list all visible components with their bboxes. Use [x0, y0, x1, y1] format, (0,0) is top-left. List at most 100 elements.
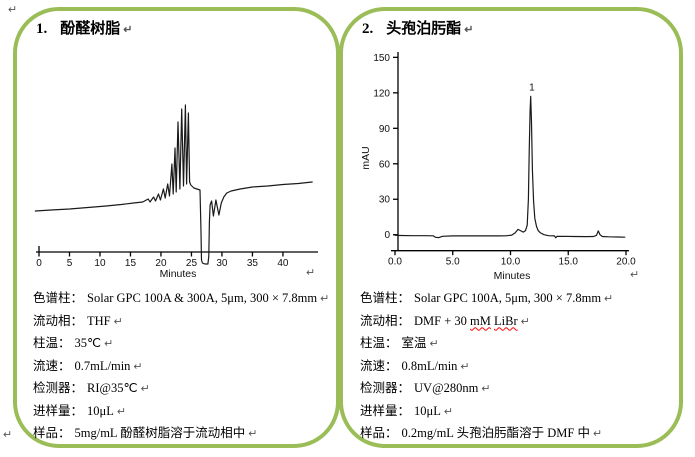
peak-label: 1 — [529, 82, 535, 93]
panel-phenolic-resin — [13, 7, 340, 448]
return-mark: ↵ — [429, 338, 439, 350]
spec-label: 柱温： — [360, 336, 398, 350]
spec-value: 10μL — [87, 403, 114, 418]
spec-value: 10μL — [414, 403, 441, 418]
spec-label: 流动相： — [33, 313, 84, 328]
panel-title-text: 头孢泊肟酯 — [386, 21, 462, 37]
return-mark: ↵ — [460, 360, 470, 373]
spec-label: 流速： — [33, 358, 71, 373]
spec-row: 进样量： 10μL ↵ — [360, 401, 613, 424]
spec-value: 35℃ — [74, 336, 102, 350]
specs-left: 色谱柱： Solar GPC 100A & 300A, 5μm, 300 × 7.… — [33, 288, 329, 446]
spec-label: 进样量： — [33, 403, 84, 418]
x-tick-label: 30 — [216, 258, 228, 269]
x-tick-label: 0.0 — [388, 257, 402, 268]
x-axis-title: Minutes — [160, 268, 197, 280]
series-RI-signal — [34, 104, 313, 265]
spec-row: 样品： 5mg/mL 酚醛树脂溶于流动相中 ↵ — [33, 423, 329, 446]
spec-row: 进样量： 10μL ↵ — [33, 401, 329, 424]
return-mark: ↵ — [248, 428, 258, 440]
spec-row: 色谱柱： Solar GPC 100A, 5μm, 300 × 7.8mm ↵ — [360, 288, 613, 311]
spec-value: UV@280nm — [414, 381, 479, 395]
series-UV-signal — [394, 95, 626, 239]
y-tick-label: 90 — [379, 124, 391, 135]
spec-value: Solar GPC 100A & 300A, 5μm, 300 × 7.8mm — [87, 291, 318, 305]
spec-value: RI@35℃ — [87, 381, 138, 395]
left-chromatogram: 0 5 10 15 20 25 30 35 40 Minutes — [34, 104, 318, 280]
y-tick-label: 120 — [373, 88, 390, 99]
panel-title-text: 酚醛树脂 — [60, 21, 121, 37]
spec-row: 流速： 0.7mL/min ↵ — [33, 356, 329, 379]
return-mark: ↵ — [604, 293, 614, 305]
y-tick-label: 30 — [379, 195, 391, 206]
misspelled-word: mM — [470, 313, 491, 328]
spec-label: 色谱柱： — [33, 291, 84, 305]
x-axis-title: Minutes — [494, 270, 531, 282]
x-tick-label: 15.0 — [559, 257, 579, 268]
spec-row: 样品： 0.2mg/mL 头孢泊肟酯溶于 DMF 中 ↵ — [360, 423, 613, 446]
y-tick-label: 0 — [384, 230, 390, 241]
x-tick-label: 10.0 — [501, 257, 521, 268]
y-tick-label: 150 — [373, 53, 390, 64]
return-mark: ↵ — [481, 383, 491, 395]
panel-number: 2. — [362, 21, 374, 37]
panel-number: 1. — [36, 21, 48, 37]
spec-label: 柱温： — [33, 336, 71, 350]
x-tick-label: 15 — [125, 258, 137, 269]
spec-value: 0.2mg/mL 头孢泊肟酯溶于 DMF 中 — [401, 426, 590, 440]
spec-row: 色谱柱： Solar GPC 100A & 300A, 5μm, 300 × 7.… — [33, 288, 329, 311]
return-mark: ↵ — [520, 315, 530, 328]
spec-row: 流动相： THF ↵ — [33, 311, 329, 334]
spec-label: 检测器： — [33, 381, 84, 395]
spec-row: 流动相： DMF + 30 mM LiBr ↵ — [360, 311, 613, 334]
return-mark: ↵ — [133, 360, 143, 373]
return-mark: ↵ — [116, 405, 127, 418]
spec-row: 检测器： RI@35℃ ↵ — [33, 378, 329, 401]
spec-value: Solar GPC 100A, 5μm, 300 × 7.8mm — [414, 291, 602, 305]
spec-label: 流速： — [360, 358, 398, 373]
x-tick-label: 5 — [67, 258, 73, 269]
return-mark: ↵ — [592, 428, 603, 440]
return-mark: ↵ — [443, 405, 454, 418]
panel-cefpodoxime — [339, 7, 683, 448]
return-mark: ↵ — [104, 338, 114, 350]
y-tick-label: 60 — [379, 159, 391, 170]
spec-row: 流速： 0.8mL/min ↵ — [360, 356, 613, 379]
x-tick-label: 35 — [247, 258, 259, 269]
right-chromatogram: 0.0 5.0 10.0 15.0 20.0 0 30 60 90 120 150 Minutes mA… — [360, 52, 636, 282]
y-axis-title: mAU — [360, 146, 372, 169]
return-mark: ↵ — [306, 267, 316, 279]
return-mark: ↵ — [3, 429, 13, 441]
x-tick-label: 20 — [155, 258, 167, 269]
panel-title-right: 2. 头孢泊肟酯 ↵ — [362, 17, 473, 38]
spec-label: 流动相： — [360, 313, 411, 328]
spec-value: 0.7mL/min — [74, 358, 131, 373]
return-mark: ↵ — [123, 24, 133, 36]
panel-title-left: 1. 酚醛树脂 ↵ — [36, 17, 132, 38]
x-tick-label: 20.0 — [616, 257, 636, 268]
spec-label: 样品： — [360, 426, 398, 440]
spec-value: THF — [87, 313, 111, 328]
x-tick-label: 0 — [36, 258, 42, 269]
spec-label: 色谱柱： — [360, 291, 411, 305]
spec-value: DMF + 30 mM LiBr — [414, 313, 518, 328]
spec-row: 检测器： UV@280nm ↵ — [360, 378, 613, 401]
return-mark: ↵ — [464, 24, 474, 36]
x-tick-label: 10 — [94, 258, 106, 269]
x-tick-label: 5.0 — [446, 257, 460, 268]
spec-label: 样品： — [33, 426, 71, 440]
return-mark: ↵ — [140, 383, 150, 395]
spec-row: 柱温： 室温 ↵ — [360, 333, 613, 356]
x-tick-label: 25 — [186, 258, 198, 269]
misspelled-word: LiBr — [494, 313, 518, 328]
return-mark: ↵ — [8, 4, 18, 16]
spec-value: 室温 — [401, 336, 427, 350]
return-mark: ↵ — [630, 269, 640, 281]
return-mark: ↵ — [113, 315, 123, 328]
spec-value: 5mg/mL 酚醛树脂溶于流动相中 — [74, 426, 246, 440]
return-mark: ↵ — [320, 293, 330, 305]
spec-label: 进样量： — [360, 403, 411, 418]
spec-row: 柱温： 35℃ ↵ — [33, 333, 329, 356]
spec-value: 0.8mL/min — [401, 358, 458, 373]
